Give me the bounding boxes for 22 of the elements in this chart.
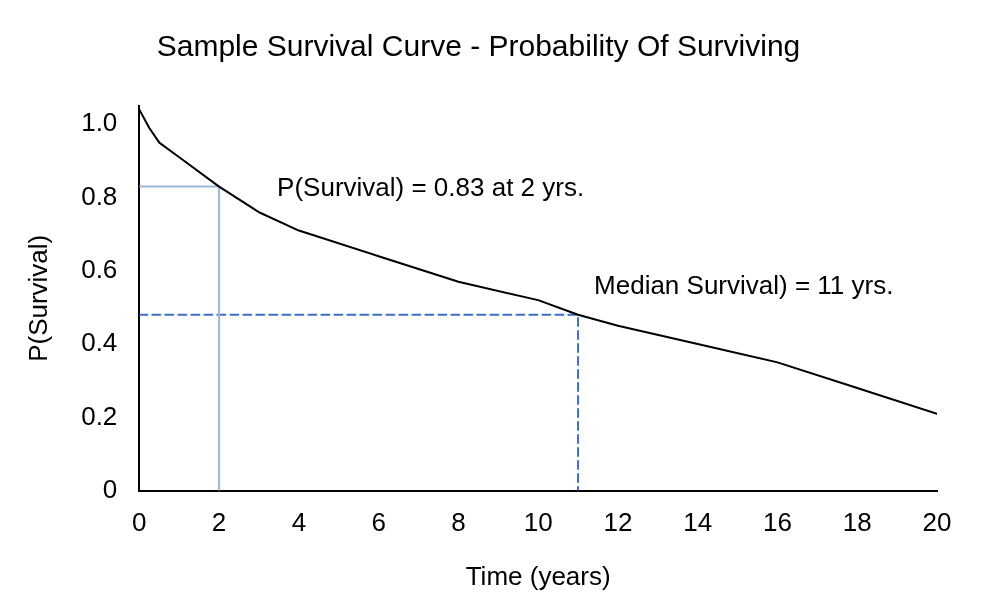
annotation: P(Survival) = 0.83 at 2 yrs. [277,171,585,202]
x-tick-label: 4 [291,507,307,538]
x-axis-title: Time (years) [465,560,611,591]
y-tick-label: 0.6 [81,254,118,284]
x-tick-label: 18 [842,507,872,538]
y-tick-label: 0.4 [81,327,118,358]
y-tick-label: 0.2 [81,400,118,431]
x-tick-label: 2 [211,507,227,538]
x-tick-label: 12 [603,507,633,538]
x-tick-label: 16 [763,507,792,538]
y-tick-label: 1.0 [81,107,118,138]
x-tick-label: 0 [132,507,147,538]
x-tick-label: 8 [451,507,466,538]
annotation: Median Survival) = 11 yrs. [594,269,894,300]
y-tick-label: 0 [102,473,118,504]
x-tick-label: 6 [371,507,386,538]
chart-title: Sample Survival Curve - Probability Of Surviving [156,29,801,63]
y-axis-title: P(Survival) [22,234,53,362]
y-tick-label: 0.8 [81,180,118,211]
x-tick-label: 10 [523,507,553,538]
x-tick-label: 14 [683,507,713,538]
x-tick-label: 20 [922,507,952,538]
